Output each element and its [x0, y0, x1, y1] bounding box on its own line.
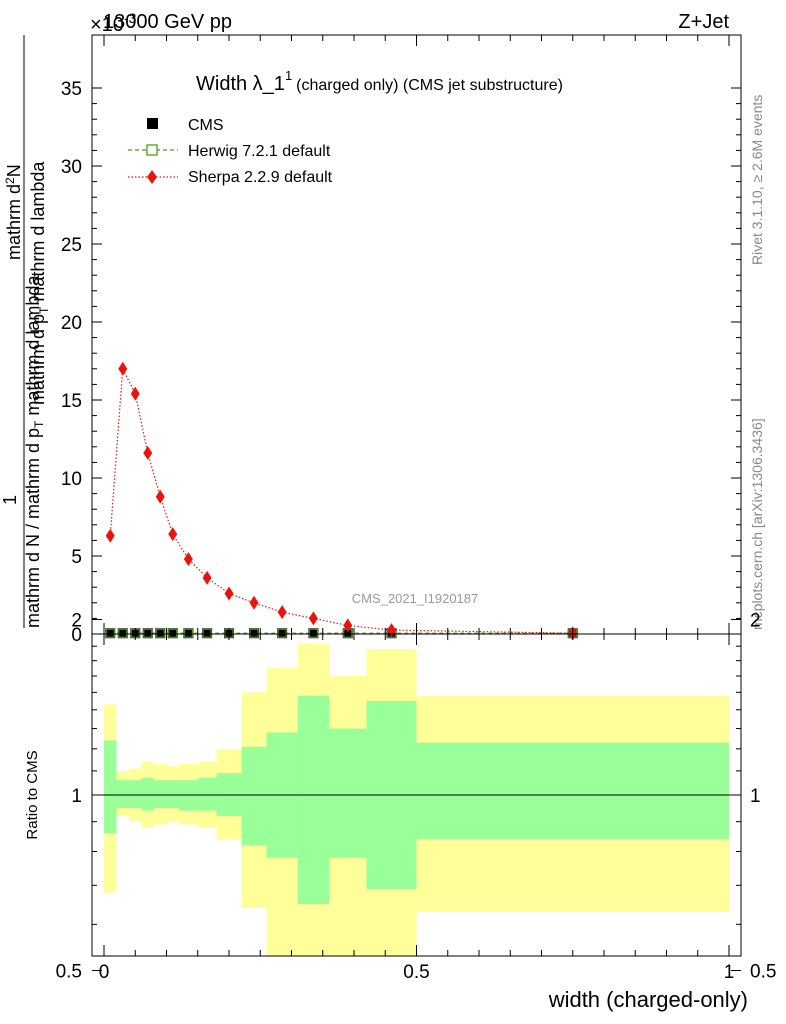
ratio-band-inner	[197, 777, 217, 811]
sherpa-point	[224, 586, 234, 601]
legend-marker-herwig	[146, 144, 158, 156]
legend-marker-sherpa	[147, 170, 157, 184]
ratio-plot-frame	[91, 633, 742, 957]
plot-title: Width λ_11(charged only) (CMS jet substr…	[196, 68, 563, 95]
legend-label-herwig: Herwig 7.2.1 default	[188, 143, 331, 160]
ratio-band-inner	[104, 740, 117, 834]
y-label-one: 1	[0, 495, 20, 505]
legend: CMS Herwig 7.2.1 default Sherpa 2.2.9 de…	[128, 117, 333, 186]
herwig-point	[105, 628, 115, 638]
ratio-bands	[104, 643, 729, 956]
main-y-label: 1 mathrm d N / mathrm d pT mathrm d lamb…	[0, 35, 51, 628]
main-y-tick-label: 0	[71, 625, 82, 646]
sherpa-point	[155, 489, 165, 504]
ratio-y-tick-label: 1	[71, 786, 82, 807]
header-right: Z+Jet	[678, 11, 729, 33]
cms-point	[249, 628, 259, 639]
cms-point	[167, 628, 178, 639]
ratio-band-inner	[241, 746, 267, 846]
ratio-y-ticks: 0.5 0.5 1 1 2 2	[56, 611, 777, 983]
rivet-label: Rivet 3.1.10, ≥ 2.6M events	[749, 95, 765, 265]
header-left: 13000 GeV pp	[103, 11, 232, 33]
main-y-tick-label: 10	[61, 469, 82, 490]
sherpa-point	[118, 361, 128, 376]
legend-label-sherpa: Sherpa 2.2.9 default	[188, 169, 333, 186]
main-y-ticks: 0 5 10 15 20 25 30 35	[61, 79, 741, 646]
main-plot-area	[92, 35, 741, 634]
ratio-band-inner	[166, 780, 179, 808]
herwig-point	[118, 628, 128, 638]
cms-point	[183, 628, 194, 639]
sherpa-point	[130, 386, 140, 401]
cms-point	[202, 628, 213, 639]
herwig-point	[308, 628, 318, 638]
cms-point	[117, 628, 128, 639]
x-tick-label: 1	[724, 962, 735, 983]
legend-label-cms: CMS	[188, 117, 224, 134]
mcplots-label: mcplots.cern.ch [arXiv:1306.3436]	[749, 418, 765, 630]
sherpa-point	[343, 618, 353, 633]
legend-marker-cms	[147, 118, 158, 129]
herwig-point	[168, 628, 178, 638]
ratio-panel: 0.5 0.51 12 2 0 0.5 1	[56, 35, 777, 983]
x-ticks: 0 0.5 1	[99, 35, 735, 983]
cms-point	[308, 628, 319, 639]
cms-point	[155, 628, 166, 639]
ratio-y-tick-label: 0.5	[56, 962, 82, 983]
ratio-band-inner	[116, 780, 129, 808]
x-tick-label: 0.5	[403, 962, 429, 983]
herwig-point	[183, 628, 193, 638]
cms-point	[105, 628, 116, 639]
ratio-y-label: Ratio to CMS	[24, 750, 41, 839]
main-y-tick-label: 15	[61, 391, 82, 412]
x-axis-label: width (charged-only)	[548, 987, 748, 1012]
ratio-band-inner	[329, 728, 367, 858]
main-y-tick-label: 20	[61, 313, 82, 334]
cms-point	[277, 628, 288, 639]
y-label-numerator-line1: mathrm d2N	[3, 164, 24, 260]
ratio-y-tick-label: 2	[71, 611, 82, 632]
exponent-label: ×10-3	[90, 10, 137, 36]
analysis-watermark: CMS_2021_I1920187	[352, 591, 479, 606]
sherpa-point	[168, 527, 178, 542]
sherpa-point	[277, 605, 287, 620]
y-label-numerator-line2: mathrm d pT mathrm d lambda	[28, 161, 51, 405]
cms-point	[142, 628, 153, 639]
sherpa-point	[202, 570, 212, 585]
sherpa-point	[105, 528, 115, 543]
main-panel: 0 5 10 15 20 25 30 35	[61, 34, 742, 646]
ratio-y-tick-label-right: 1	[750, 786, 761, 807]
y-label-denominator: mathrm d N / mathrm d pT mathrm d lambda	[23, 275, 46, 628]
cms-point	[342, 628, 353, 639]
ratio-band-inner	[297, 695, 329, 905]
sherpa-point	[249, 595, 259, 610]
main-y-tick-label: 5	[71, 547, 82, 568]
ratio-band-inner	[141, 777, 154, 811]
main-y-tick-label: 30	[61, 157, 82, 178]
ratio-y-tick-label-right: 0.5	[750, 962, 776, 983]
herwig-point	[155, 628, 165, 638]
sherpa-point	[143, 446, 153, 461]
herwig-point	[143, 628, 153, 638]
sherpa-point	[183, 552, 193, 567]
ratio-band-inner	[129, 780, 142, 808]
main-y-tick-label: 35	[61, 79, 82, 100]
ratio-band-inner	[154, 780, 167, 808]
x-tick-label: 0	[99, 962, 110, 983]
herwig-point	[202, 628, 212, 638]
herwig-point	[277, 628, 287, 638]
ratio-band-inner	[416, 742, 729, 840]
ratio-y-tick-label-right: 2	[750, 611, 761, 632]
herwig-point	[249, 628, 259, 638]
sherpa-point	[308, 611, 318, 626]
main-y-tick-label: 25	[61, 235, 82, 256]
